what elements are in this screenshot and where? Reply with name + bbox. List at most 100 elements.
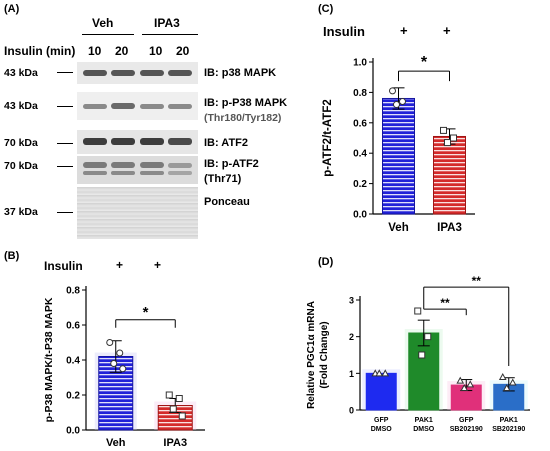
x-tick-label: DMSO	[413, 426, 435, 433]
data-point	[106, 339, 114, 346]
ib-sub-label-4: (Thr71)	[204, 173, 242, 185]
x-tick-label: IPA3	[163, 437, 187, 449]
kda-label-2: 43 kDa	[4, 100, 38, 112]
y-tick-label: 0	[349, 406, 354, 416]
y-tick-label: 0.2	[66, 391, 80, 402]
blot-p38-mapk	[77, 62, 198, 84]
panel-c-plus-veh: +	[400, 23, 408, 38]
ipa3-group-line	[142, 34, 198, 35]
significance-stars: **	[472, 274, 482, 288]
x-tick-label: PAK1	[500, 417, 518, 424]
x-tick-label: DMSO	[371, 426, 393, 433]
data-point	[450, 134, 457, 142]
blot-p-atf2	[77, 156, 198, 184]
panel-b-plus-ipa3: +	[154, 258, 162, 272]
data-point	[178, 412, 186, 420]
y-tick-label: 3	[349, 296, 354, 306]
data-point	[456, 376, 465, 384]
data-point	[381, 369, 390, 377]
panel-d-letter: (D)	[318, 256, 334, 268]
y-tick-label: 0.6	[353, 118, 367, 129]
ib-label-1: IB: p38 MAPK	[204, 67, 277, 79]
data-point	[165, 391, 173, 399]
data-point	[175, 395, 183, 402]
y-tick-label: 0.0	[66, 426, 80, 437]
y-tick-label: 0.4	[66, 356, 80, 367]
data-point	[440, 126, 447, 134]
y-axis-label: p-ATF2/t-ATF2	[322, 99, 334, 177]
blot-ponceau	[77, 187, 198, 239]
data-point	[508, 378, 517, 386]
y-tick-label: 0.8	[353, 88, 367, 99]
data-point	[119, 365, 127, 373]
kda-arrow-5	[57, 212, 73, 213]
x-tick-label: GFP	[459, 417, 474, 424]
group-label-ipa3: IPA3	[154, 16, 180, 30]
x-tick-label: Veh	[388, 222, 408, 234]
significance-stars: **	[440, 296, 450, 310]
y-tick-label: 2	[349, 332, 354, 342]
ib-label-2: IB: p-P38 MAPK	[204, 97, 288, 109]
x-tick-label: SB202190	[450, 426, 483, 433]
panel-b-letter: (B)	[4, 250, 20, 262]
kda-label-3: 70 kDa	[4, 137, 38, 149]
ib-label-3: IB: ATF2	[204, 137, 248, 149]
group-label-veh: Veh	[92, 16, 114, 30]
significance-star: *	[421, 54, 428, 71]
time-label-4: 20	[176, 44, 190, 58]
data-point	[444, 139, 451, 147]
panel-c-insulin-label: Insulin	[323, 24, 365, 39]
y-axis-label: p-P38 MAPK/t-P38 MAPK	[43, 297, 55, 422]
y-tick-label: 0.4	[353, 149, 367, 160]
data-point	[393, 101, 400, 109]
y-axis-label-line-2: (Fold Change)	[319, 321, 330, 388]
x-tick-label: PAK1	[415, 417, 433, 424]
ib-label-5: Ponceau	[204, 196, 250, 208]
panel-a-letter: (A)	[4, 3, 20, 15]
significance-star: *	[143, 304, 149, 321]
x-tick-label: SB202190	[492, 426, 525, 433]
time-label-1: 10	[88, 44, 102, 58]
chart-c: 0.0 0.2 0.4 0.6 0.8 1.0 p-ATF2/t-ATF2 Veh IPA3 *	[322, 54, 475, 234]
y-tick-label: 0.8	[66, 286, 80, 297]
time-label-2: 20	[115, 44, 129, 58]
x-tick-label: GFP	[374, 417, 389, 424]
y-tick-label: 1.0	[353, 58, 367, 69]
data-point	[466, 380, 475, 388]
ib-label-4: IB: p-ATF2	[204, 158, 259, 170]
kda-label-1: 43 kDa	[4, 67, 38, 79]
y-tick-label: 1	[349, 369, 354, 379]
data-point	[460, 383, 469, 391]
data-point	[418, 351, 426, 359]
data-point	[110, 360, 118, 367]
bar	[433, 135, 466, 215]
y-tick-label: 0.0	[353, 210, 367, 221]
panel-b-plus-veh: +	[116, 258, 124, 272]
x-tick-label: IPA3	[437, 222, 462, 234]
data-point	[375, 369, 384, 377]
chart-d: 0 1 2 3 GFP DMSO PAK1 DMSO GFP SB202190 PAK1 SB2021…	[306, 274, 530, 433]
veh-group-line	[82, 34, 134, 35]
panel-c-letter: (C)	[318, 3, 334, 15]
y-tick-label: 0.2	[353, 179, 367, 190]
bar	[365, 372, 397, 411]
panel-b-insulin-label: Insulin	[44, 259, 83, 273]
data-point	[116, 349, 124, 357]
data-point	[399, 98, 406, 106]
data-point	[424, 333, 432, 341]
kda-arrow-3	[57, 143, 73, 144]
x-tick-label: Veh	[106, 437, 126, 449]
blot-p-p38-mapk	[77, 92, 198, 120]
data-point	[414, 307, 422, 315]
data-point	[389, 87, 396, 95]
kda-arrow-2	[57, 106, 73, 107]
kda-arrow-1	[57, 72, 73, 73]
chart-b: 0.0 0.2 0.4 0.6 0.8 p-P38 MAPK/t-P38 MAPK Veh I…	[43, 286, 205, 449]
kda-label-4: 70 kDa	[4, 160, 38, 172]
kda-label-5: 37 kDa	[4, 206, 38, 218]
blot-atf2	[77, 130, 198, 154]
data-point	[498, 372, 507, 380]
data-point	[169, 405, 177, 413]
data-point	[502, 383, 511, 391]
